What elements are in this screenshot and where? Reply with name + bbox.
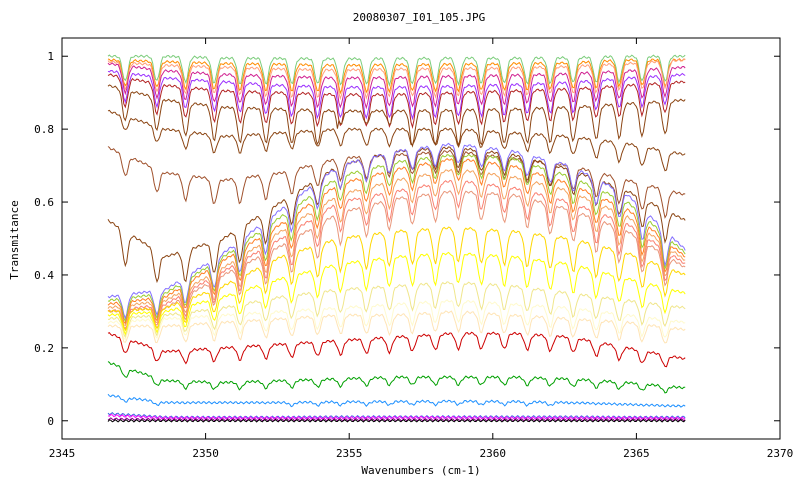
series-line-1 <box>107 54 686 87</box>
y-tick-label: 0 <box>47 415 54 428</box>
series-line-3 <box>107 58 686 101</box>
series-line-23 <box>107 361 686 394</box>
series-line-17 <box>107 226 686 332</box>
series-line-16 <box>107 190 686 331</box>
x-axis-ticks: 2345 2350 2355 2360 2365 2370 <box>49 38 794 460</box>
series-line-11 <box>107 142 686 320</box>
x-tick-label: 2370 <box>767 447 794 460</box>
series-line-2 <box>107 58 686 95</box>
y-tick-label: 1 <box>47 50 54 63</box>
series-line-4 <box>107 62 686 110</box>
series-line-5 <box>107 69 686 121</box>
x-tick-label: 2355 <box>336 447 363 460</box>
series-line-8 <box>107 109 686 172</box>
series-line-21 <box>107 310 686 344</box>
series-line-20 <box>107 299 686 341</box>
series-line-18 <box>107 251 686 336</box>
series-line-13 <box>107 157 686 325</box>
series-line-24 <box>107 393 686 408</box>
x-tick-label: 2345 <box>49 447 76 460</box>
series-line-19 <box>107 281 686 339</box>
series-layer <box>107 54 686 423</box>
plot-area <box>107 54 686 423</box>
y-axis-ticks: 0 0.2 0.4 0.6 0.8 1 <box>34 50 780 428</box>
series-line-6 <box>107 73 686 129</box>
y-tick-label: 0.2 <box>34 342 54 355</box>
series-line-26 <box>107 413 686 420</box>
chart-title: 20080307_I01_105.JPG <box>353 11 485 24</box>
series-line-15 <box>107 179 686 329</box>
series-line-14 <box>107 168 686 327</box>
x-axis-label: Wavenumbers (cm-1) <box>361 464 480 477</box>
series-line-25 <box>107 412 686 419</box>
series-line-28 <box>107 419 686 423</box>
series-line-9 <box>107 146 686 219</box>
x-tick-label: 2350 <box>192 447 219 460</box>
y-tick-label: 0.6 <box>34 196 54 209</box>
series-line-7 <box>107 84 686 148</box>
y-axis-label: Transmitance <box>8 200 21 279</box>
y-tick-label: 0.8 <box>34 123 54 136</box>
x-tick-label: 2360 <box>480 447 507 460</box>
series-line-22 <box>107 331 686 368</box>
plot-frame <box>61 37 781 440</box>
y-tick-label: 0.4 <box>34 269 54 282</box>
series-line-12 <box>107 153 686 323</box>
x-tick-label: 2365 <box>623 447 650 460</box>
